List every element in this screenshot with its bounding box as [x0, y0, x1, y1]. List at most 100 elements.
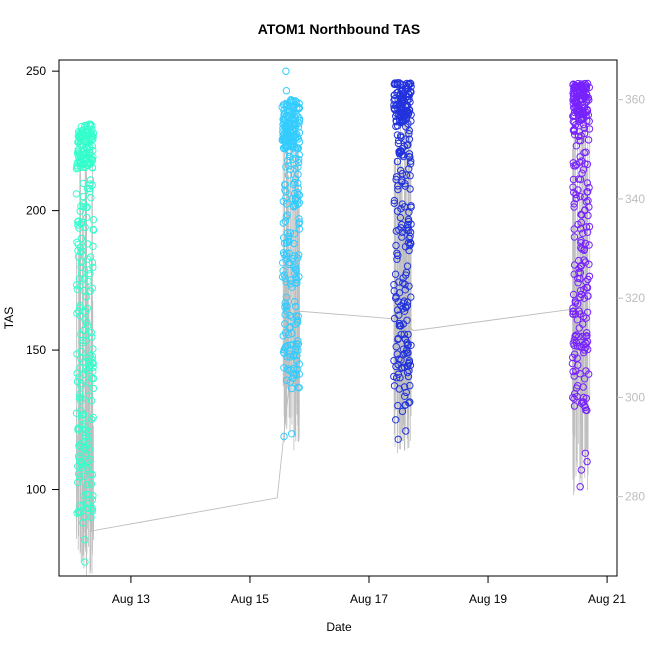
tas-point — [89, 384, 98, 393]
tas-point — [82, 449, 90, 458]
tas-point — [283, 376, 291, 384]
tas-point — [74, 469, 83, 478]
tas-point — [573, 82, 582, 90]
tas-point — [403, 346, 411, 354]
y-tick-label: 250 — [26, 64, 46, 78]
tas-point — [393, 81, 402, 89]
tas-point — [82, 446, 91, 454]
tas-point — [392, 173, 401, 181]
tas-point — [569, 159, 577, 167]
tas-point — [77, 152, 85, 161]
tas-point — [578, 398, 586, 406]
tas-point — [84, 266, 93, 274]
tas-point — [295, 273, 303, 281]
tas-point — [284, 232, 292, 241]
tas-point — [576, 153, 584, 161]
tas-point — [280, 349, 288, 357]
tas-point — [294, 312, 302, 320]
tas-point — [400, 330, 408, 338]
tas-point — [393, 207, 402, 215]
tas-point — [87, 328, 96, 337]
tas-point — [392, 241, 400, 250]
tas-point — [399, 279, 407, 287]
tas-point — [574, 132, 583, 141]
tas-point — [390, 91, 399, 99]
tas-point — [292, 273, 300, 282]
tas-point — [292, 98, 301, 106]
tas-point — [576, 342, 584, 350]
tas-point — [580, 129, 589, 138]
tas-point — [580, 246, 588, 255]
tas-point — [576, 192, 584, 201]
tas-point — [397, 148, 405, 156]
tas-point — [86, 270, 94, 278]
tas-point — [73, 377, 82, 386]
tas-point — [89, 374, 98, 383]
tas-point — [575, 128, 584, 136]
x-tick-label: Aug 15 — [231, 592, 269, 606]
tas-point — [282, 67, 290, 75]
tas-point — [295, 218, 304, 226]
tas-point — [72, 190, 81, 198]
tas-point — [283, 111, 291, 120]
tas-point — [72, 409, 81, 417]
tas-point — [282, 278, 290, 286]
tas-point — [585, 272, 594, 280]
tas-point — [283, 229, 292, 237]
tas-point — [292, 302, 300, 311]
tas-point — [86, 180, 94, 188]
tas-point — [401, 335, 410, 343]
tas-point — [76, 364, 84, 372]
y-axis-left: 100 150 200 250 — [26, 64, 59, 497]
tas-point — [78, 422, 86, 430]
tas-point — [281, 181, 289, 189]
tas-point — [580, 256, 588, 264]
tas-point — [284, 156, 292, 165]
tas-point — [84, 277, 92, 285]
y2-tick-label: 320 — [625, 291, 645, 305]
tas-point — [89, 263, 97, 271]
tas-point — [282, 126, 290, 134]
tas-point — [290, 106, 298, 114]
tas-point — [584, 111, 592, 119]
tas-point — [394, 334, 402, 343]
tas-point — [393, 109, 401, 118]
tas-point — [290, 97, 298, 106]
tas-points — [72, 67, 594, 566]
tas-point — [406, 241, 414, 250]
tas-point — [401, 286, 409, 294]
x-axis: Aug 13 Aug 15 Aug 17 Aug 19 Aug 21 — [112, 575, 626, 606]
tas-point — [572, 97, 580, 106]
tas-point — [85, 136, 93, 145]
tas-point — [295, 199, 303, 207]
tas-point — [397, 132, 405, 140]
tas-point — [579, 383, 587, 391]
tas-point — [392, 343, 400, 351]
tas-point — [402, 427, 410, 435]
tas-point — [391, 105, 399, 114]
tas-point — [569, 117, 577, 126]
tas-point — [569, 393, 577, 402]
tas-point — [575, 324, 583, 332]
tas-point — [405, 367, 413, 375]
tas-point — [77, 202, 85, 210]
tas-point — [583, 79, 592, 88]
tas-point — [282, 306, 290, 315]
tas-point — [399, 351, 407, 359]
tas-point — [395, 321, 403, 330]
tas-point — [88, 164, 97, 172]
tas-point — [81, 121, 89, 130]
tas-point — [578, 104, 587, 113]
tas-point — [403, 341, 412, 350]
tas-point — [283, 237, 292, 246]
tas-point — [574, 186, 582, 194]
tas-point — [292, 266, 300, 274]
tas-point — [577, 262, 585, 271]
tas-point — [291, 262, 299, 270]
tas-point — [405, 135, 414, 143]
tas-point — [398, 145, 406, 153]
tas-point — [282, 213, 290, 221]
tas-point — [291, 165, 299, 173]
tas-point — [76, 312, 85, 320]
tas-point — [570, 336, 578, 344]
